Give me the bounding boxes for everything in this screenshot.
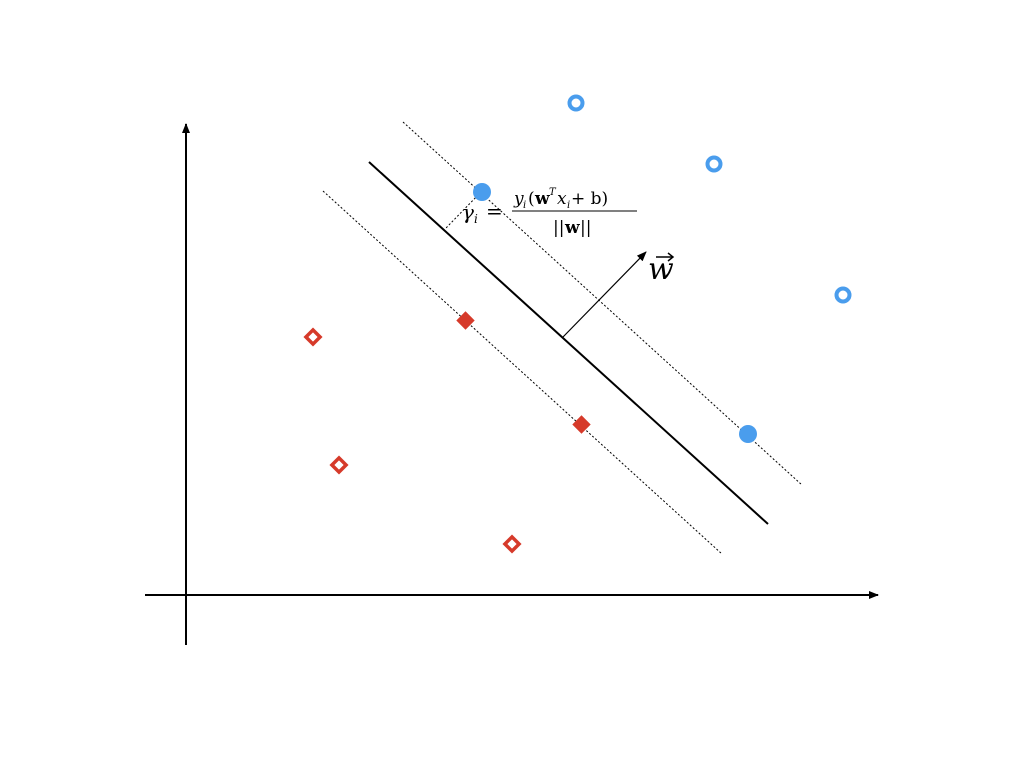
formula-den-close: || [580, 218, 591, 238]
weight-vector-label: w [648, 252, 675, 287]
margin-distance-segment [445, 191, 482, 229]
formula-num-T: T [549, 187, 557, 198]
negative-point [303, 327, 323, 347]
positive-support-point [473, 183, 491, 201]
positive-point [567, 94, 585, 112]
formula-num-w: w [534, 189, 550, 209]
margin-formula: γ i = y i ( w T x i + b) || w || [462, 187, 637, 238]
formula-num-y: y [513, 189, 524, 209]
formula-num-x: x [557, 189, 567, 209]
formula-num-y-sub: i [523, 200, 526, 211]
negative-point [329, 455, 349, 475]
positive-support-point [739, 425, 757, 443]
decision-hyperplane [368, 161, 769, 525]
formula-num-x-sub: i [567, 200, 570, 211]
weight-vector-letter: w [648, 252, 674, 287]
formula-den-open: || [553, 218, 564, 238]
negative-support-point [456, 311, 475, 330]
formula-den-w: w [564, 218, 580, 238]
formula-num-plus-b: + b) [571, 189, 608, 209]
formula-num-open: ( [528, 189, 535, 209]
positive-point [705, 155, 723, 173]
vector-arrow-tip [667, 252, 675, 262]
formula-gamma-sub: i [474, 212, 478, 226]
negative-point [502, 534, 522, 554]
positive-point [834, 286, 852, 304]
upper-margin-line [402, 121, 803, 486]
negative-support-point [572, 415, 591, 434]
formula-equals: = [486, 199, 503, 223]
weight-vector-arrow [562, 251, 647, 338]
formula-gamma: γ [462, 200, 474, 224]
lower-margin-line [322, 190, 723, 555]
